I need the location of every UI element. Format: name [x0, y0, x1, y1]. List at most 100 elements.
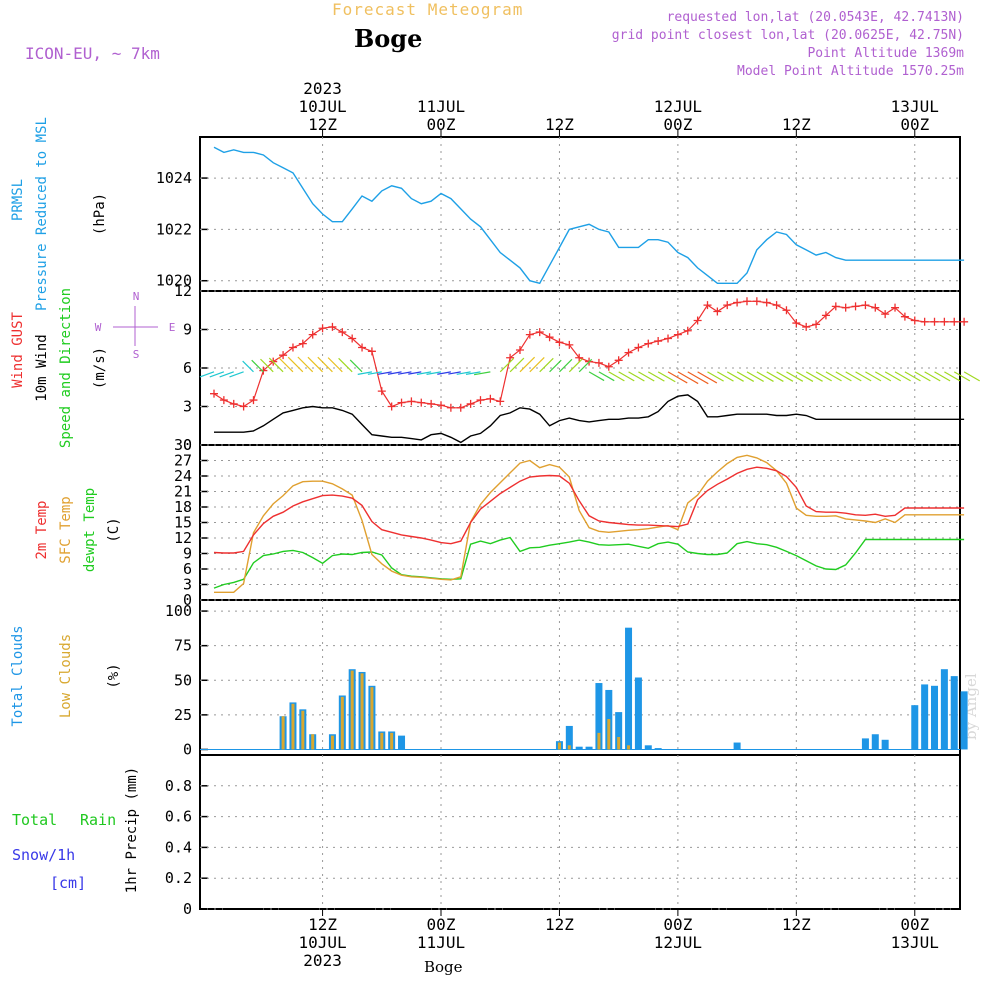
wind-gust-marker — [723, 301, 732, 310]
total-cloud-bar — [575, 746, 583, 750]
wind-gust-marker — [575, 353, 584, 362]
wind-direction-arrow — [278, 357, 294, 373]
wind-direction-arrow — [934, 371, 951, 382]
low-cloud-bar — [380, 732, 384, 750]
top-axis-label: 13JUL — [891, 97, 939, 116]
super-title: Forecast Meteogram — [332, 0, 524, 19]
wind-gust-marker — [910, 316, 919, 325]
dewpoint-line — [213, 536, 965, 589]
wind-direction-arrow — [924, 371, 941, 382]
wind-direction-arrow — [746, 371, 764, 382]
y-tick-label: 6 — [183, 359, 192, 377]
wind-direction-arrow — [865, 371, 882, 382]
wind-direction-arrow — [349, 359, 363, 373]
wind-direction-arrow — [578, 358, 593, 373]
wind-gust-marker — [861, 301, 870, 310]
total-cloud-bar — [585, 746, 593, 750]
wind-direction-arrow — [219, 371, 234, 378]
top-axis-label: 00Z — [427, 115, 456, 134]
total-cloud-bar — [644, 745, 652, 750]
wind-direction-arrow — [726, 371, 744, 382]
wind-gust-marker — [486, 394, 495, 403]
top-axis-label: 12Z — [308, 115, 337, 134]
wind-gust-marker — [437, 401, 446, 410]
low-cloud-bar — [567, 745, 571, 750]
wind-direction-arrow — [509, 357, 525, 373]
y-tick-label: 3 — [183, 398, 192, 416]
wind-direction-arrow — [657, 371, 676, 383]
requested-coordinates: requested lon,lat (20.0543E, 42.7413N) — [666, 10, 964, 25]
y-tick-label: 100 — [165, 602, 192, 620]
total-cloud-bar — [881, 739, 889, 750]
wind-direction-label: Speed and Direction — [58, 288, 74, 448]
wind-gust-marker — [565, 340, 574, 349]
total-cloud-bar — [565, 725, 573, 750]
wind-gust-marker — [476, 396, 485, 405]
wind-gust-marker — [841, 303, 850, 312]
wind-gust-marker — [772, 301, 781, 310]
wind-direction-arrow — [357, 371, 373, 375]
wind-gust-marker — [367, 347, 376, 356]
wind-gust-marker — [249, 396, 258, 405]
y-tick-label: 1024 — [156, 169, 192, 187]
wind-gust-marker — [338, 328, 347, 337]
bottom-axis-label: 2023 — [303, 951, 342, 970]
total-cloud-bar — [950, 676, 958, 750]
bottom-axis-label: 00Z — [900, 915, 929, 934]
wind-direction-arrow — [776, 371, 794, 382]
wind-gust-marker — [742, 297, 751, 306]
wind-gust-marker — [802, 322, 811, 331]
top-axis-label: 10JUL — [298, 97, 346, 116]
y-tick-label: 0 — [183, 591, 192, 609]
pressure-label: PRMSL — [10, 179, 26, 221]
total-cloud-bar — [861, 738, 869, 750]
wind-direction-arrow — [786, 371, 804, 382]
total-cloud-bar — [595, 683, 603, 750]
wind-direction-arrow — [697, 371, 718, 384]
wind-gust-marker — [328, 322, 337, 331]
dewpoint-label: dewpt Temp — [82, 488, 98, 572]
wind-gust-marker — [219, 396, 228, 405]
wind-direction-arrow — [287, 356, 304, 373]
pressure-unit-label: (hPa) — [92, 193, 108, 235]
total-cloud-bar — [654, 748, 662, 750]
wind-gust-marker — [555, 338, 564, 347]
wind-direction-arrow — [242, 360, 254, 373]
wind-direction-arrow — [884, 371, 902, 382]
page-title: Boge — [354, 24, 423, 53]
compass-north: N — [133, 290, 140, 303]
wind-direction-arrow — [638, 371, 655, 382]
bottom-axis-label: 12Z — [545, 915, 574, 934]
temp-2m-line — [213, 466, 965, 554]
top-axis-label: 2023 — [303, 79, 342, 98]
wind-direction-arrow — [268, 357, 284, 373]
point-altitude: Point Altitude 1369m — [807, 46, 964, 61]
wind-direction-arrow — [717, 371, 734, 382]
bottom-axis-label: 00Z — [427, 915, 456, 934]
wind-gust-marker — [210, 389, 218, 398]
wind-gust-marker — [733, 298, 742, 307]
wind-gust-marker — [614, 356, 623, 365]
wind-direction-arrow — [465, 371, 481, 375]
wind-direction-arrow — [559, 358, 573, 373]
y-tick-label: 21 — [174, 483, 192, 501]
y-tick-label: 0.6 — [165, 808, 192, 826]
wind-gust-marker — [506, 353, 515, 362]
wind-direction-arrow — [437, 371, 451, 375]
low-cloud-bar — [617, 737, 621, 750]
total-cloud-bar — [615, 712, 623, 750]
low-cloud-bar — [627, 745, 631, 750]
wind-gust-marker — [703, 301, 712, 310]
temp-2m-label: 2m Temp — [34, 500, 50, 559]
y-tick-label: 0.2 — [165, 869, 192, 887]
wind-direction-arrow — [766, 371, 784, 382]
wind-direction-arrow — [953, 371, 971, 382]
wind-gust-marker — [644, 339, 653, 348]
y-tick-label: 1020 — [156, 272, 192, 290]
wind-gust-marker — [298, 339, 307, 348]
wind-gust-marker — [683, 326, 692, 335]
wind-gust-marker — [604, 362, 613, 371]
wind-gust-marker — [624, 348, 633, 357]
wind-direction-arrow — [855, 371, 872, 382]
y-tick-label: 9 — [183, 321, 192, 339]
